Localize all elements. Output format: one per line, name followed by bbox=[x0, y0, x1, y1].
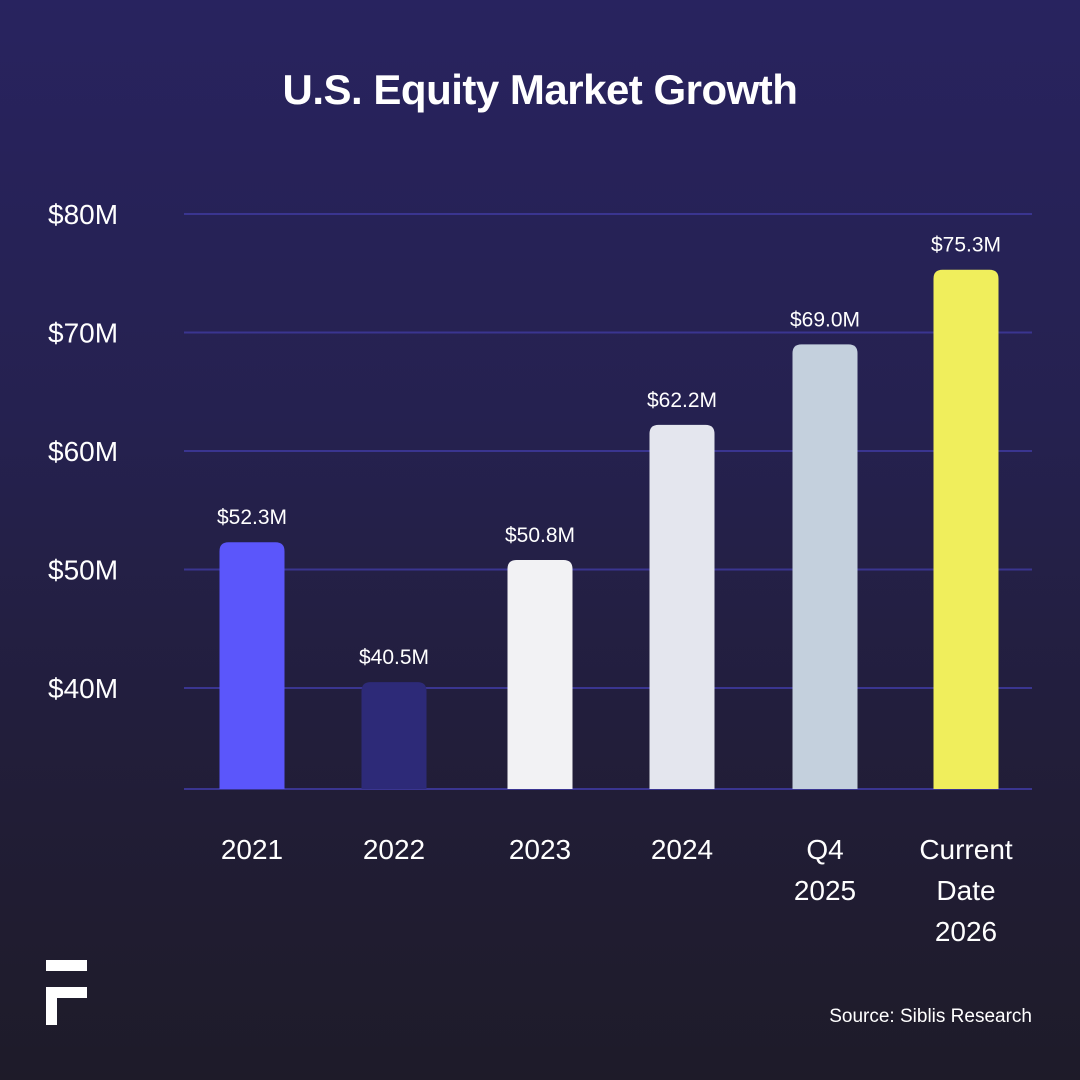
data-labels: $52.3M $40.5M $50.8M $62.2M $69.0M $75.3M bbox=[217, 234, 1001, 669]
x-category-label: 2022 bbox=[363, 834, 425, 865]
bar-2021 bbox=[219, 542, 285, 789]
x-category-label: 2024 bbox=[651, 834, 713, 865]
data-label: $75.3M bbox=[931, 234, 1001, 257]
bar-q4-2025 bbox=[792, 344, 858, 789]
x-category-label: Q4 2025 bbox=[794, 834, 856, 906]
x-category-label: Current Date 2026 bbox=[919, 834, 1013, 947]
bar-current-date-2026 bbox=[933, 269, 999, 789]
brand-f-logo-icon bbox=[46, 960, 87, 1025]
bar-2022 bbox=[361, 682, 427, 789]
x-axis-categories: 2021 2022 2023 2024 Q4 2025 Current Date 2026 bbox=[221, 834, 1013, 947]
data-label: $52.3M bbox=[217, 506, 287, 529]
data-label: $40.5M bbox=[359, 646, 429, 669]
y-tick-label: $40M bbox=[48, 673, 118, 704]
chart-title: U.S. Equity Market Growth bbox=[282, 66, 798, 113]
source-caption: Source: Siblis Research bbox=[829, 1006, 1032, 1027]
y-tick-label: $70M bbox=[48, 318, 118, 349]
x-category-label: 2023 bbox=[509, 834, 571, 865]
x-category-label: 2021 bbox=[221, 834, 283, 865]
bar-2024 bbox=[649, 424, 715, 789]
y-tick-label: $50M bbox=[48, 555, 118, 586]
bar-2023 bbox=[507, 560, 573, 789]
y-tick-label: $60M bbox=[48, 436, 118, 467]
bars bbox=[219, 269, 999, 789]
y-tick-label: $80M bbox=[48, 199, 118, 230]
data-label: $62.2M bbox=[647, 389, 717, 412]
y-axis-ticks: $40M $50M $60M $70M $80M bbox=[48, 199, 118, 704]
data-label: $50.8M bbox=[505, 524, 575, 547]
gridlines bbox=[184, 213, 1032, 790]
data-label: $69.0M bbox=[790, 308, 860, 331]
